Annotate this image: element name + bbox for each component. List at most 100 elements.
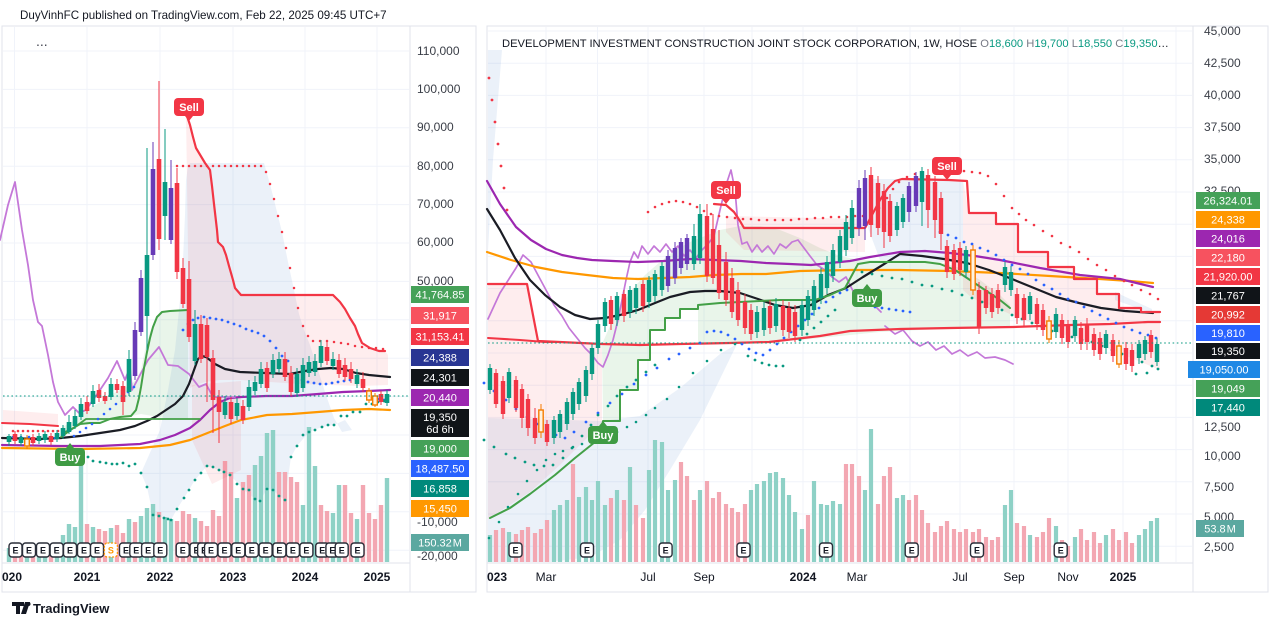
svg-text:19,000: 19,000 [423, 443, 457, 455]
svg-text:18,487.50: 18,487.50 [416, 463, 465, 475]
svg-text:DEVELOPMENT INVESTMENT CONSTRU: DEVELOPMENT INVESTMENT CONSTRUCTION JOIN… [502, 38, 1169, 50]
svg-text:22,180: 22,180 [1211, 252, 1245, 264]
svg-text:40,000: 40,000 [1204, 88, 1241, 102]
svg-text:E: E [12, 546, 18, 556]
svg-text:45,000: 45,000 [1204, 24, 1241, 38]
svg-text:Jul: Jul [952, 570, 967, 584]
svg-text:E: E [974, 546, 980, 556]
svg-text:Jul: Jul [640, 570, 655, 584]
svg-text:E: E [221, 546, 227, 556]
svg-text:2024: 2024 [790, 570, 817, 584]
svg-text:15,450: 15,450 [423, 503, 457, 515]
svg-text:E: E [319, 546, 325, 556]
svg-text:Sell: Sell [179, 102, 199, 114]
svg-text:20,992: 20,992 [1211, 309, 1245, 321]
svg-text:E: E [823, 546, 829, 556]
svg-text:50,000: 50,000 [417, 274, 454, 288]
svg-text:2,500: 2,500 [1204, 540, 1234, 554]
svg-text:2025: 2025 [1110, 570, 1137, 584]
svg-text:E: E [208, 546, 214, 556]
svg-text:E: E [54, 546, 60, 556]
svg-text:E: E [40, 546, 46, 556]
svg-text:E: E [26, 546, 32, 556]
svg-text:35,000: 35,000 [1204, 152, 1241, 166]
svg-text:24,338: 24,338 [1211, 214, 1245, 226]
svg-text:E: E [157, 546, 163, 556]
svg-text:24,301: 24,301 [423, 372, 457, 384]
svg-text:E: E [94, 546, 100, 556]
svg-text:21,920.00: 21,920.00 [1204, 271, 1253, 283]
svg-text:2023: 2023 [220, 570, 247, 584]
svg-text:Mar: Mar [536, 570, 557, 584]
svg-text:Nov: Nov [1057, 570, 1078, 584]
svg-text:E: E [133, 546, 139, 556]
svg-text:60,000: 60,000 [417, 235, 454, 249]
svg-text:19,049: 19,049 [1211, 383, 1245, 395]
svg-text:80,000: 80,000 [417, 159, 454, 173]
svg-text:Sell: Sell [716, 185, 736, 197]
svg-text:020: 020 [2, 570, 22, 584]
svg-text:Buy: Buy [857, 293, 879, 305]
svg-text:E: E [663, 546, 669, 556]
svg-text:19,050.00: 19,050.00 [1200, 364, 1249, 376]
svg-text:150.32 M: 150.32 M [418, 537, 462, 549]
svg-text:19,350: 19,350 [423, 412, 457, 424]
svg-text:24,016: 24,016 [1211, 233, 1245, 245]
svg-text:6d 6h: 6d 6h [426, 424, 454, 436]
svg-text:70,000: 70,000 [417, 197, 454, 211]
svg-text:Sep: Sep [693, 570, 715, 584]
svg-text:S: S [108, 546, 114, 556]
svg-text:Buy: Buy [593, 430, 615, 442]
svg-text:24,388: 24,388 [423, 352, 457, 364]
svg-text:42,500: 42,500 [1204, 56, 1241, 70]
svg-text:31,153.41: 31,153.41 [416, 331, 465, 343]
svg-text:2025: 2025 [364, 570, 391, 584]
svg-text:E: E [263, 546, 269, 556]
svg-text:Mar: Mar [847, 570, 868, 584]
svg-text:E: E [235, 546, 241, 556]
svg-text:E: E [123, 546, 129, 556]
svg-text:023: 023 [487, 570, 507, 584]
svg-text:20,440: 20,440 [423, 392, 457, 404]
svg-text:TradingView: TradingView [33, 601, 110, 616]
svg-text:Buy: Buy [60, 452, 82, 464]
svg-text:E: E [584, 546, 590, 556]
svg-text:DuyVinhFC published on Trading: DuyVinhFC published on TradingView.com, … [20, 9, 387, 22]
svg-text:E: E [67, 546, 73, 556]
svg-text:31,917: 31,917 [423, 310, 457, 322]
svg-text:53.8 M: 53.8 M [1204, 523, 1236, 535]
svg-text:100,000: 100,000 [417, 82, 461, 96]
svg-text:E: E [1058, 546, 1064, 556]
svg-text:E: E [180, 546, 186, 556]
svg-text:21,767: 21,767 [1211, 290, 1245, 302]
svg-text:90,000: 90,000 [417, 120, 454, 134]
svg-text:10,000: 10,000 [1204, 449, 1241, 463]
svg-text:Sep: Sep [1003, 570, 1025, 584]
svg-text:E: E [329, 546, 335, 556]
svg-text:12,500: 12,500 [1204, 420, 1241, 434]
svg-text:E: E [81, 546, 87, 556]
svg-text:E: E [276, 546, 282, 556]
svg-text:E: E [249, 546, 255, 556]
svg-text:7,500: 7,500 [1204, 480, 1234, 494]
svg-text:-10,000: -10,000 [417, 515, 458, 529]
svg-text:2024: 2024 [292, 570, 319, 584]
svg-text:E: E [512, 546, 518, 556]
svg-text:26,324.01: 26,324.01 [1204, 195, 1253, 207]
svg-text:E: E [909, 546, 915, 556]
svg-text:E: E [740, 546, 746, 556]
svg-text:E: E [193, 546, 199, 556]
svg-text:41,764.85: 41,764.85 [416, 289, 465, 301]
svg-text:17,440: 17,440 [1211, 402, 1245, 414]
svg-text:110,000: 110,000 [417, 44, 460, 58]
svg-text:E: E [303, 546, 309, 556]
svg-text:19,350: 19,350 [1211, 346, 1245, 358]
svg-text:2021: 2021 [74, 570, 101, 584]
svg-text:E: E [145, 546, 151, 556]
svg-text:...: ... [36, 33, 48, 49]
svg-text:19,810: 19,810 [1211, 328, 1245, 340]
svg-text:E: E [290, 546, 296, 556]
svg-text:E: E [339, 546, 345, 556]
svg-text:2022: 2022 [147, 570, 174, 584]
svg-text:16,858: 16,858 [423, 483, 457, 495]
